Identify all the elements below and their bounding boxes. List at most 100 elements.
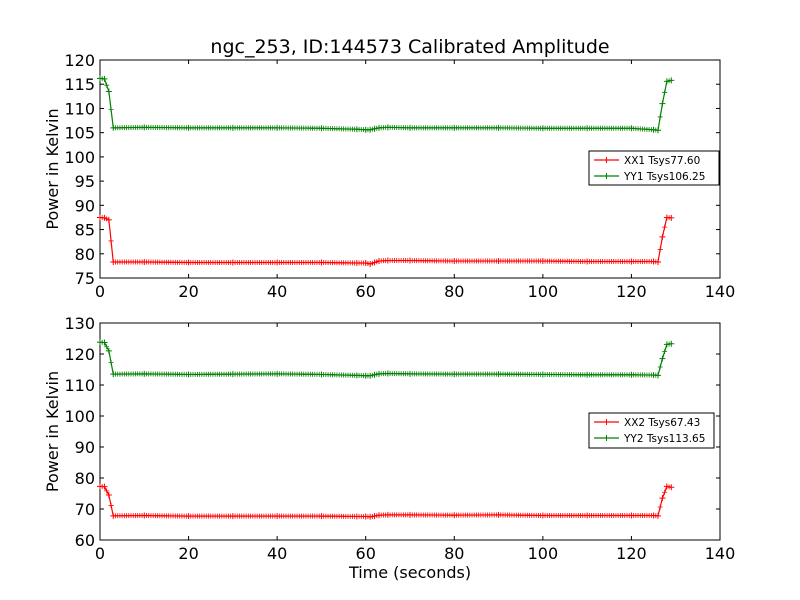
data-point bbox=[105, 492, 112, 499]
x-tick-label: 120 bbox=[616, 544, 647, 563]
marker bbox=[657, 114, 663, 120]
marker bbox=[369, 260, 375, 266]
marker bbox=[374, 125, 380, 131]
x-tick-label: 120 bbox=[616, 282, 647, 301]
legend-label: XX1 Tsys77.60 bbox=[624, 155, 700, 167]
marker bbox=[383, 512, 389, 518]
marker bbox=[648, 372, 654, 378]
marker bbox=[449, 512, 455, 518]
marker bbox=[538, 125, 544, 131]
legend-box bbox=[588, 412, 715, 449]
marker bbox=[99, 484, 105, 490]
x-tick-label: 80 bbox=[444, 282, 464, 301]
marker bbox=[139, 124, 145, 130]
legend-label: YY1 Tsys106.25 bbox=[623, 171, 705, 183]
marker bbox=[374, 371, 380, 377]
y-tick-label: 80 bbox=[75, 469, 95, 488]
marker bbox=[361, 127, 366, 133]
marker bbox=[108, 107, 114, 113]
marker bbox=[662, 89, 668, 95]
marker bbox=[139, 371, 145, 377]
marker bbox=[228, 259, 234, 265]
legend-label: XX2 Tsys67.43 bbox=[624, 417, 700, 429]
marker bbox=[657, 504, 663, 510]
marker bbox=[666, 484, 672, 490]
marker bbox=[662, 349, 668, 355]
y-tick-label: 110 bbox=[64, 376, 95, 395]
marker bbox=[666, 341, 672, 347]
data-point bbox=[659, 233, 666, 240]
marker bbox=[352, 260, 358, 266]
marker bbox=[228, 371, 234, 377]
marker bbox=[405, 258, 411, 264]
data-point bbox=[659, 355, 666, 362]
marker bbox=[361, 373, 366, 379]
legend-box bbox=[588, 150, 720, 186]
x-tick-label: 20 bbox=[178, 544, 198, 563]
marker bbox=[316, 125, 322, 131]
marker bbox=[383, 258, 389, 264]
marker bbox=[657, 246, 663, 252]
marker bbox=[662, 489, 668, 495]
marker bbox=[582, 372, 588, 378]
marker bbox=[365, 373, 371, 379]
marker bbox=[108, 238, 114, 244]
y-tick-label: 110 bbox=[64, 99, 95, 118]
y-tick-label: 120 bbox=[64, 51, 95, 70]
axes-frame bbox=[99, 322, 721, 541]
marker bbox=[369, 513, 375, 519]
marker bbox=[352, 372, 358, 378]
marker bbox=[272, 371, 278, 377]
marker bbox=[582, 259, 588, 265]
marker bbox=[626, 372, 632, 378]
marker bbox=[99, 215, 105, 221]
y-tick-label: 120 bbox=[64, 345, 95, 364]
y-tick-label: 85 bbox=[75, 221, 95, 240]
x-tick-label: 140 bbox=[705, 282, 736, 301]
marker bbox=[361, 513, 366, 519]
series-0 bbox=[97, 483, 675, 520]
marker bbox=[648, 513, 654, 519]
top-panel: 0 20 40 60 80 100 120 140 75 80 85 90 95 100 105 110 115… bbox=[43, 51, 735, 301]
data-point bbox=[659, 100, 666, 107]
data-point bbox=[105, 88, 112, 95]
series-0 bbox=[97, 214, 675, 267]
x-tick-label: 100 bbox=[528, 282, 559, 301]
marker bbox=[365, 514, 371, 520]
marker bbox=[626, 513, 632, 519]
legend-label: YY2 Tsys113.65 bbox=[623, 433, 705, 445]
y-axis-label: Power in Kelvin bbox=[43, 108, 62, 229]
marker bbox=[493, 125, 499, 131]
marker bbox=[662, 224, 668, 230]
marker bbox=[653, 259, 659, 265]
y-tick-label: 80 bbox=[75, 245, 95, 264]
marker bbox=[666, 215, 672, 221]
legend: XX1 Tsys77.60 YY1 Tsys106.25 bbox=[588, 150, 720, 186]
marker bbox=[449, 371, 455, 377]
marker bbox=[183, 125, 189, 131]
marker bbox=[183, 259, 189, 265]
marker bbox=[538, 258, 544, 264]
marker bbox=[361, 260, 366, 266]
marker bbox=[316, 513, 322, 519]
marker bbox=[648, 259, 654, 265]
marker bbox=[374, 513, 380, 519]
marker bbox=[582, 513, 588, 519]
marker bbox=[648, 127, 654, 133]
marker bbox=[316, 259, 322, 265]
marker bbox=[538, 371, 544, 377]
y-tick-label: 90 bbox=[75, 196, 95, 215]
marker bbox=[183, 513, 189, 519]
marker bbox=[369, 372, 375, 378]
marker bbox=[405, 371, 411, 377]
marker bbox=[139, 513, 145, 519]
marker bbox=[653, 127, 659, 133]
marker bbox=[272, 125, 278, 131]
marker bbox=[228, 125, 234, 131]
marker bbox=[369, 126, 375, 132]
marker bbox=[653, 513, 659, 519]
axes-frame bbox=[99, 59, 721, 279]
marker bbox=[104, 82, 110, 88]
x-tick-label: 40 bbox=[267, 282, 287, 301]
chart-title: ngc_253, ID:144573 Calibrated Amplitude bbox=[210, 36, 609, 58]
